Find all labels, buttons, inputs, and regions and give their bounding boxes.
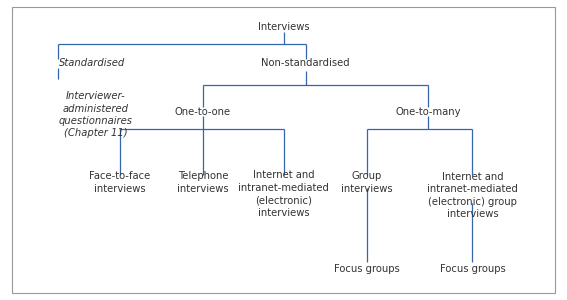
Text: One-to-one: One-to-one	[175, 107, 231, 117]
Text: Telephone
interviews: Telephone interviews	[177, 171, 229, 194]
Text: Focus groups: Focus groups	[439, 264, 505, 274]
Text: One-to-many: One-to-many	[395, 107, 461, 117]
Text: Non-standardised: Non-standardised	[261, 58, 350, 68]
Text: Interviews: Interviews	[257, 22, 310, 32]
Text: Internet and
intranet-mediated
(electronic)
interviews: Internet and intranet-mediated (electron…	[238, 170, 329, 218]
Text: Group
interviews: Group interviews	[341, 171, 393, 194]
Text: Internet and
intranet-mediated
(electronic) group
interviews: Internet and intranet-mediated (electron…	[427, 172, 518, 219]
Text: Face-to-face
interviews: Face-to-face interviews	[89, 171, 150, 194]
Text: Interviewer-
administered
questionnaires
(Chapter 11): Interviewer- administered questionnaires…	[58, 91, 133, 138]
Text: Focus groups: Focus groups	[334, 264, 400, 274]
Text: Standardised: Standardised	[58, 58, 125, 68]
